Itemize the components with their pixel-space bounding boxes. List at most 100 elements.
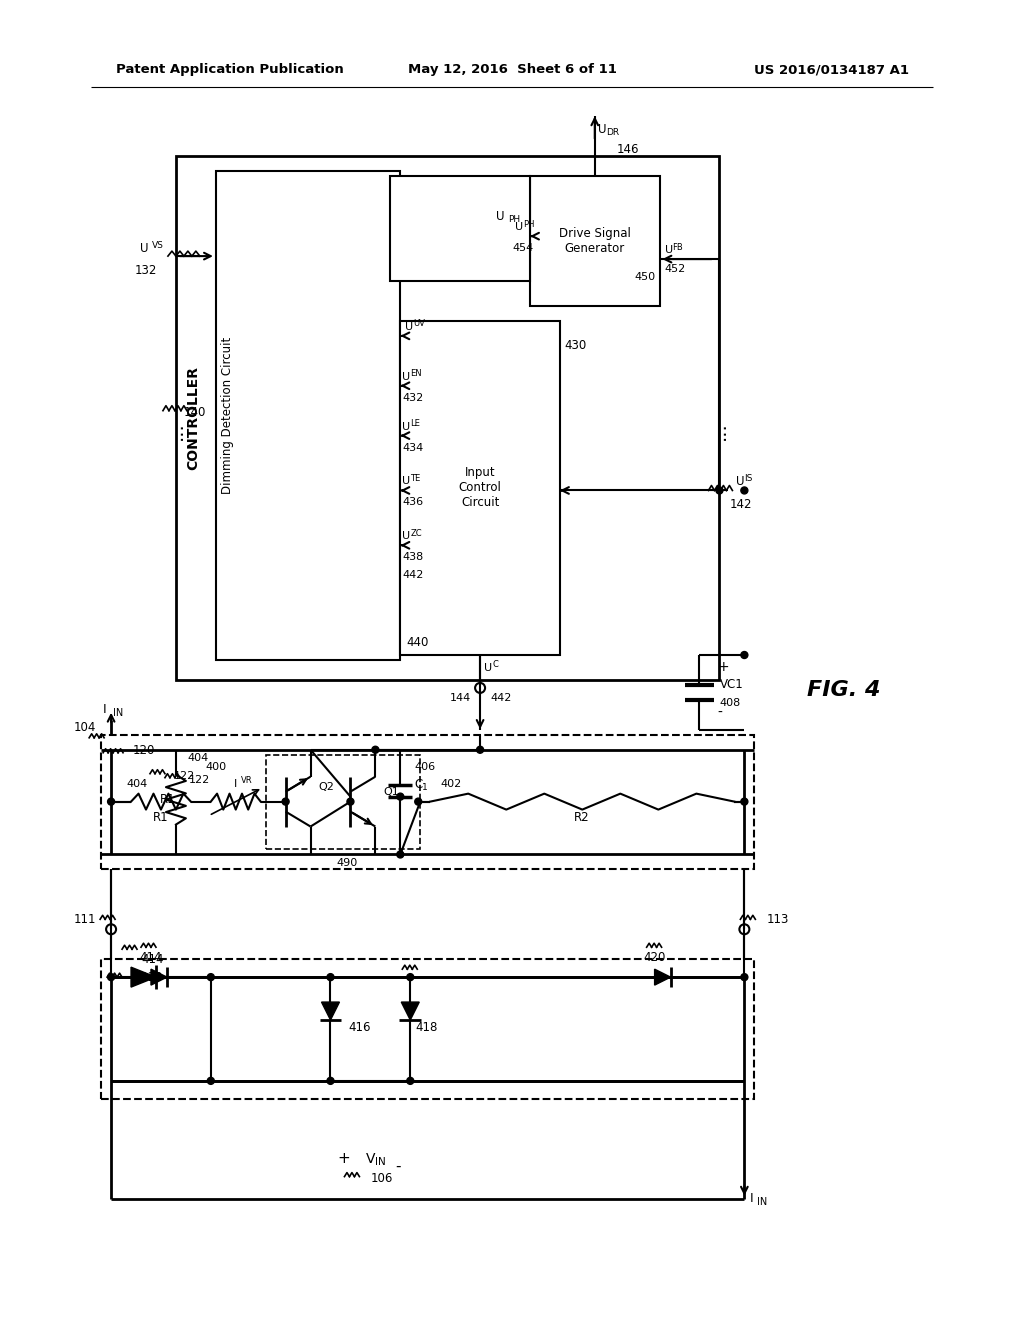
Text: Q2: Q2 (318, 781, 335, 792)
Text: 106: 106 (371, 1172, 393, 1185)
Circle shape (283, 799, 289, 805)
Text: 442: 442 (402, 570, 424, 581)
Text: U: U (598, 123, 606, 136)
Text: 122: 122 (174, 771, 196, 780)
Text: 404: 404 (187, 752, 209, 763)
Text: 438: 438 (402, 552, 424, 562)
Text: UV: UV (414, 319, 425, 329)
Text: 144: 144 (451, 693, 471, 702)
Text: U: U (139, 242, 148, 255)
Text: 454: 454 (512, 243, 534, 253)
Circle shape (741, 974, 748, 981)
Text: -: - (718, 706, 722, 719)
Bar (216, 172, 400, 660)
Text: VC1: VC1 (720, 678, 743, 692)
Text: 418: 418 (416, 1020, 437, 1034)
Text: PH: PH (508, 215, 520, 223)
Bar (390, 177, 530, 281)
Polygon shape (322, 1002, 340, 1020)
Text: 404: 404 (126, 779, 147, 788)
Text: U: U (402, 421, 411, 432)
Text: FIG. 4: FIG. 4 (807, 680, 881, 700)
Text: ...: ... (710, 421, 729, 440)
Text: 490: 490 (337, 858, 358, 869)
Text: US 2016/0134187 A1: US 2016/0134187 A1 (754, 63, 909, 77)
Text: U: U (402, 532, 411, 541)
Text: R1: R1 (154, 810, 169, 824)
Circle shape (741, 652, 748, 659)
Text: U: U (496, 210, 504, 223)
Text: 406: 406 (415, 762, 435, 772)
Circle shape (372, 746, 379, 754)
Text: ...: ... (167, 421, 185, 440)
Text: 436: 436 (402, 498, 423, 507)
Text: Drive Signal
Generator: Drive Signal Generator (559, 227, 631, 255)
Text: U: U (484, 663, 493, 673)
Text: U: U (665, 246, 673, 255)
Text: 142: 142 (729, 498, 752, 511)
Text: ZC: ZC (411, 529, 422, 537)
Text: 400: 400 (206, 762, 227, 772)
Text: U: U (736, 475, 744, 488)
Circle shape (108, 799, 115, 805)
Polygon shape (151, 969, 167, 985)
Text: IN: IN (758, 1196, 768, 1206)
Bar (530, 177, 659, 306)
Text: 402: 402 (440, 779, 462, 788)
Text: 111: 111 (74, 913, 96, 925)
Text: I: I (750, 1192, 753, 1205)
Bar (176, 156, 720, 680)
Text: LE: LE (411, 420, 420, 428)
Text: 430: 430 (565, 339, 587, 352)
Circle shape (327, 1077, 334, 1084)
Text: 442: 442 (490, 693, 511, 702)
Text: DR: DR (606, 128, 618, 137)
Text: Input
Control
Circuit: Input Control Circuit (459, 466, 502, 510)
Circle shape (741, 487, 748, 494)
Text: C: C (493, 660, 498, 669)
Circle shape (407, 974, 414, 981)
Text: TE: TE (411, 474, 421, 483)
Text: May 12, 2016  Sheet 6 of 11: May 12, 2016 Sheet 6 of 11 (408, 63, 616, 77)
Bar (400, 321, 560, 655)
Text: +: + (338, 1151, 350, 1166)
Text: 440: 440 (407, 635, 429, 648)
Text: 434: 434 (402, 442, 424, 453)
Text: 1: 1 (422, 783, 428, 792)
Text: IS: IS (744, 474, 753, 483)
Text: I: I (234, 779, 238, 788)
Text: Q1: Q1 (383, 787, 399, 797)
Text: 140: 140 (184, 407, 206, 420)
Text: 110: 110 (141, 970, 164, 983)
Circle shape (415, 799, 422, 805)
Text: 122: 122 (188, 775, 210, 784)
Circle shape (397, 851, 403, 858)
Text: VR: VR (241, 776, 252, 785)
Text: Dimming Detection Circuit: Dimming Detection Circuit (221, 337, 234, 494)
Circle shape (106, 924, 116, 935)
Text: -: - (395, 1159, 400, 1173)
Text: 113: 113 (766, 913, 788, 925)
Text: EN: EN (411, 370, 422, 379)
Circle shape (475, 682, 485, 693)
Text: 146: 146 (616, 143, 639, 156)
Text: 120: 120 (133, 744, 156, 758)
Bar (265, 755, 420, 850)
Circle shape (739, 924, 750, 935)
Text: I: I (102, 704, 106, 717)
Text: Patent Application Publication: Patent Application Publication (116, 63, 344, 77)
Text: 132: 132 (135, 264, 157, 277)
Text: U: U (406, 322, 414, 331)
Text: 414: 414 (141, 953, 164, 966)
Text: CONTROLLER: CONTROLLER (186, 366, 200, 470)
Circle shape (476, 746, 483, 754)
Text: U: U (515, 222, 523, 232)
Text: IN: IN (113, 708, 123, 718)
Bar (101, 960, 755, 1098)
Circle shape (108, 974, 115, 981)
Circle shape (716, 487, 723, 494)
Text: FB: FB (673, 243, 683, 252)
Text: 432: 432 (402, 393, 424, 403)
Circle shape (741, 799, 748, 805)
Circle shape (207, 1077, 214, 1084)
